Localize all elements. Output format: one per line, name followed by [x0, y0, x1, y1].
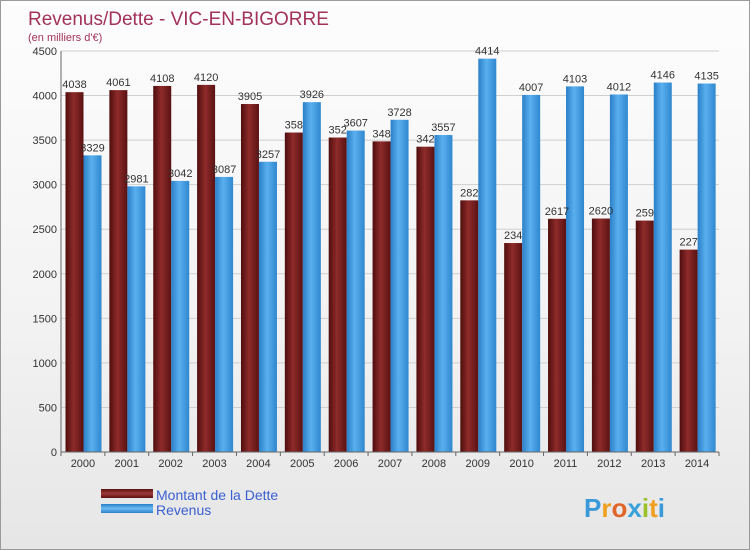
y-tick-label: 1000: [33, 358, 57, 370]
bar-dette-2008: [416, 146, 435, 453]
legend: Montant de la Dette Revenus: [101, 487, 278, 518]
data-label-dette-2002: 4108: [150, 73, 174, 85]
y-tick-label: 4000: [33, 91, 57, 103]
data-label-dette-2010: 234: [504, 230, 522, 242]
bar-dette-2002: [153, 85, 172, 453]
data-label-revenus-2000: 3329: [80, 142, 104, 154]
x-tick-label: 2007: [378, 458, 402, 470]
bar-revenus-2008: [434, 135, 453, 452]
bar-revenus-2010: [522, 94, 541, 453]
bar-dette-2011: [548, 218, 567, 452]
y-tick-label: 2000: [33, 269, 57, 281]
bar-dette-2003: [197, 84, 216, 453]
data-label-dette-2011: 2617: [545, 206, 569, 218]
y-tick-label: 4500: [33, 46, 57, 58]
data-label-revenus-2013: 4146: [651, 70, 675, 82]
bar-dette-2014: [679, 249, 698, 452]
data-label-dette-2000: 4038: [62, 79, 86, 91]
x-tick-label: 2013: [641, 458, 665, 470]
data-label-revenus-2012: 4012: [607, 81, 631, 93]
data-label-revenus-2005: 3926: [300, 89, 324, 101]
data-label-revenus-2004: 3257: [256, 149, 280, 161]
bar-revenus-2001: [127, 186, 146, 452]
data-label-revenus-2006: 3607: [343, 118, 367, 130]
data-label-dette-2009: 282: [460, 187, 478, 199]
bar-revenus-2000: [83, 155, 102, 452]
data-label-revenus-2009: 4414: [475, 46, 499, 58]
bar-revenus-2005: [302, 102, 321, 452]
x-tick-label: 2005: [290, 458, 314, 470]
x-tick-label: 2003: [202, 458, 226, 470]
y-tick-label: 0: [51, 447, 57, 459]
legend-swatch-revenus: [101, 504, 153, 513]
legend-label-dette: Montant de la Dette: [156, 487, 278, 503]
x-tick-label: 2011: [554, 458, 578, 470]
bar-dette-2000: [65, 92, 84, 452]
x-tick-label: 2014: [685, 458, 709, 470]
x-tick-label: 2004: [246, 458, 270, 470]
data-label-revenus-2002: 3042: [168, 168, 192, 180]
proxiti-logo-text: Proxiti: [584, 493, 665, 523]
bars-layer: [65, 58, 716, 453]
bar-dette-2004: [240, 104, 259, 452]
x-tick-label: 2009: [465, 458, 489, 470]
bar-revenus-2003: [215, 176, 234, 452]
data-label-dette-2008: 342: [416, 134, 434, 146]
data-label-dette-2013: 259: [636, 208, 654, 220]
x-tick-label: 2010: [509, 458, 533, 470]
bar-dette-2005: [284, 132, 303, 452]
bar-revenus-2013: [653, 82, 672, 452]
bar-revenus-2007: [390, 119, 409, 453]
proxiti-logo: Proxiti: [584, 493, 665, 523]
y-tick-label: 3000: [33, 180, 57, 192]
bar-revenus-2009: [478, 58, 497, 453]
x-tick-label: 2008: [422, 458, 446, 470]
y-tick-label: 3500: [33, 135, 57, 147]
bar-revenus-2004: [258, 161, 277, 452]
data-label-dette-2003: 4120: [194, 72, 218, 84]
bar-dette-2012: [591, 218, 610, 452]
axis-layer: 0 500 1000 1500 2000 2500 3000 3500 4000 4500 2000…: [33, 46, 720, 470]
legend-swatch-dette: [101, 489, 153, 498]
data-label-revenus-2010: 4007: [519, 82, 543, 94]
bar-dette-2007: [372, 141, 391, 452]
x-tick-label: 2006: [334, 458, 358, 470]
data-label-dette-2001: 4061: [106, 77, 130, 89]
bar-revenus-2002: [171, 180, 190, 452]
data-label-revenus-2003: 3087: [212, 164, 236, 176]
legend-label-revenus: Revenus: [156, 502, 211, 518]
bar-revenus-2011: [566, 86, 585, 453]
data-label-revenus-2014: 4135: [694, 71, 718, 83]
data-labels-layer: 4038 3329 4061 2981 4108 3042 4120 3087 3905 3257…: [62, 46, 719, 249]
chart-subtitle: (en milliers d'€): [28, 32, 102, 44]
data-label-dette-2014: 227: [679, 237, 697, 249]
data-label-dette-2007: 348: [372, 128, 390, 140]
y-tick-label: 1500: [33, 313, 57, 325]
data-label-revenus-2008: 3557: [431, 122, 455, 134]
data-label-dette-2012: 2620: [589, 206, 613, 218]
bar-dette-2013: [635, 220, 654, 452]
y-tick-label: 2500: [33, 224, 57, 236]
data-label-revenus-2001: 2981: [124, 173, 148, 185]
x-tick-label: 2001: [115, 458, 139, 470]
bar-revenus-2012: [609, 94, 628, 453]
x-tick-label: 2000: [71, 458, 95, 470]
bar-revenus-2014: [697, 83, 716, 452]
data-label-revenus-2011: 4103: [563, 73, 587, 85]
bar-dette-2001: [109, 90, 128, 452]
bar-dette-2006: [328, 137, 347, 452]
x-tick-label: 2012: [597, 458, 621, 470]
bar-revenus-2006: [346, 130, 365, 452]
data-label-dette-2006: 352: [329, 125, 347, 137]
x-tick-label: 2002: [158, 458, 182, 470]
bar-dette-2009: [460, 200, 479, 452]
chart-title: Revenus/Dette - VIC-EN-BIGORRE: [28, 9, 329, 30]
data-label-dette-2004: 3905: [238, 91, 262, 103]
data-label-revenus-2007: 3728: [387, 107, 411, 119]
y-tick-label: 500: [39, 402, 57, 414]
data-label-dette-2005: 358: [285, 120, 303, 132]
bar-dette-2010: [504, 243, 523, 452]
